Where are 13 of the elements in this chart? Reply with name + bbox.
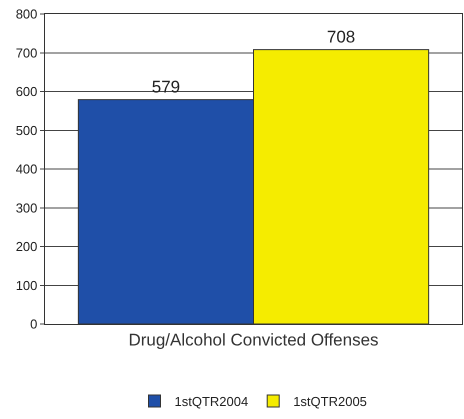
x-tick-label: Drug/Alcohol Convicted Offenses — [128, 330, 379, 350]
y-tick-label: 400 — [16, 162, 38, 177]
y-tick-label: 300 — [16, 200, 38, 216]
data-label: 708 — [326, 28, 356, 47]
y-tick-label: 200 — [16, 239, 38, 254]
y-tick-label: 700 — [16, 45, 38, 60]
y-tick-label: 800 — [16, 6, 38, 22]
legend-label: 1stQTR2005 — [293, 394, 367, 410]
y-tick-label: 0 — [30, 316, 38, 332]
y-tick-label: 600 — [16, 84, 38, 100]
y-tick-label: 100 — [16, 278, 38, 293]
y-tick-label: 500 — [16, 122, 38, 138]
legend-label: 1stQTR2004 — [174, 394, 248, 410]
